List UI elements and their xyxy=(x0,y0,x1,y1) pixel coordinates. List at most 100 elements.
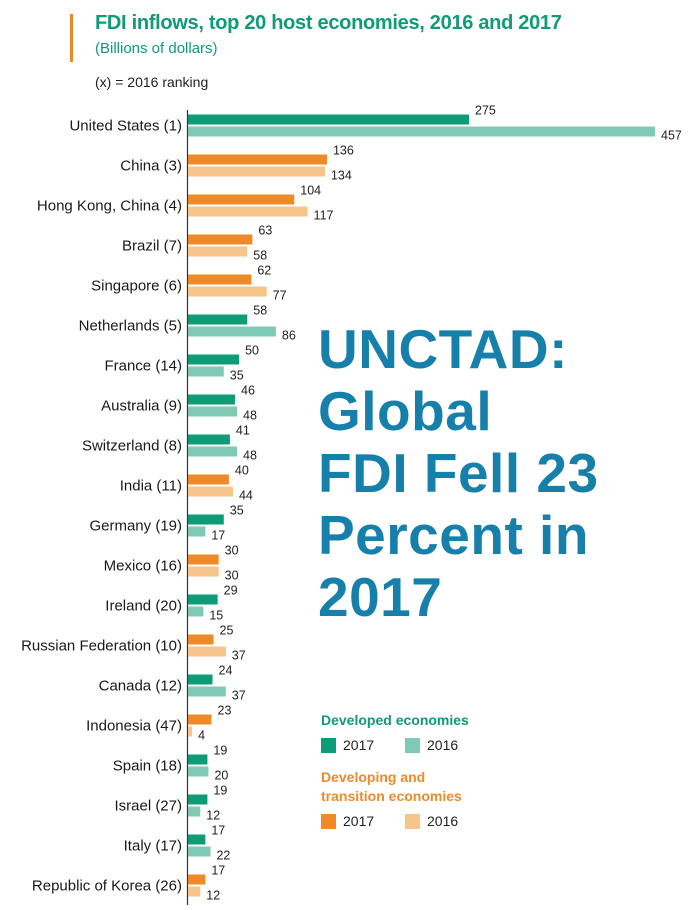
bar-value-label: 35 xyxy=(230,504,244,518)
bar-2016 xyxy=(188,366,224,377)
bar-value-label: 44 xyxy=(239,489,253,503)
bar-2017 xyxy=(188,754,208,765)
bar-value-label: 37 xyxy=(232,689,246,703)
category-label: Russian Federation (10) xyxy=(21,638,182,655)
bar-2017 xyxy=(188,194,295,205)
bar-2017 xyxy=(188,434,230,445)
legend-developed-2016: 2016 xyxy=(405,737,489,753)
legend-developing-2017: 2017 xyxy=(321,813,405,829)
bar-2016 xyxy=(188,206,308,217)
legend-developed: Developed economies 2017 2016 xyxy=(321,711,489,753)
chart-title: FDI inflows, top 20 host economies, 2016… xyxy=(95,12,562,34)
legend-swatch xyxy=(405,813,420,829)
bar-value-label: 62 xyxy=(257,264,271,278)
title-accent-bar xyxy=(70,14,73,62)
legend-label: 2016 xyxy=(427,813,459,829)
category-label: Netherlands (5) xyxy=(79,318,182,335)
bar-2017 xyxy=(188,114,470,125)
bar-2017 xyxy=(188,714,212,725)
category-label: Mexico (16) xyxy=(104,558,182,575)
category-label: Spain (18) xyxy=(113,758,182,775)
bar-value-label: 63 xyxy=(258,224,272,238)
bar-2016 xyxy=(188,766,209,777)
bar-2017 xyxy=(188,594,218,605)
bar-value-label: 457 xyxy=(661,129,682,143)
bar-value-label: 134 xyxy=(331,169,352,183)
bar-2016 xyxy=(188,686,226,697)
category-label: Italy (17) xyxy=(124,838,182,855)
bar-value-label: 40 xyxy=(235,464,249,478)
bar-value-label: 17 xyxy=(211,864,225,878)
legend-swatch xyxy=(321,813,336,829)
bar-2017 xyxy=(188,794,208,805)
bar-2016 xyxy=(188,326,276,337)
bar-2016 xyxy=(188,446,238,457)
bar-value-label: 48 xyxy=(243,449,257,463)
category-label: Singapore (6) xyxy=(91,278,182,295)
headline-text: UNCTAD: Global FDI Fell 23 Percent in 20… xyxy=(318,318,599,628)
bar-2017 xyxy=(188,234,253,245)
bar-value-label: 58 xyxy=(253,249,267,263)
bar-2017 xyxy=(188,314,248,325)
category-label: France (14) xyxy=(104,358,182,375)
chart-subtitle: (Billions of dollars) xyxy=(95,40,218,57)
bar-value-label: 37 xyxy=(232,649,246,663)
bar-2016 xyxy=(188,486,233,497)
category-label: Indonesia (47) xyxy=(86,718,182,735)
bar-value-label: 30 xyxy=(225,544,239,558)
bar-2017 xyxy=(188,394,236,405)
bar-2016 xyxy=(188,646,226,657)
bar-2017 xyxy=(188,874,206,885)
bar-2016 xyxy=(188,726,193,737)
bar-2016 xyxy=(188,166,325,177)
bar-value-label: 77 xyxy=(273,289,287,303)
bar-value-label: 30 xyxy=(225,569,239,583)
legend-developed-2017: 2017 xyxy=(321,737,405,753)
bar-2016 xyxy=(188,286,267,297)
legend-swatch xyxy=(321,737,336,753)
bar-value-label: 48 xyxy=(243,409,257,423)
legend-label: 2016 xyxy=(427,737,459,753)
bar-value-label: 86 xyxy=(282,329,296,343)
bar-value-label: 23 xyxy=(218,704,232,718)
category-label: Hong Kong, China (4) xyxy=(37,198,182,215)
bar-2017 xyxy=(188,154,327,165)
bar-2016 xyxy=(188,846,211,857)
bar-value-label: 12 xyxy=(206,889,220,903)
legend-developing: Developing and transition economies 2017… xyxy=(321,768,489,829)
bar-2016 xyxy=(188,566,219,577)
bar-value-label: 22 xyxy=(216,849,230,863)
bar-value-label: 17 xyxy=(211,824,225,838)
bar-value-label: 4 xyxy=(198,729,205,743)
bar-2017 xyxy=(188,834,206,845)
bar-value-label: 46 xyxy=(241,384,255,398)
category-label: India (11) xyxy=(120,478,182,495)
bar-2016 xyxy=(188,606,204,617)
bar-2016 xyxy=(188,246,248,257)
bar-value-label: 104 xyxy=(300,184,321,198)
bar-value-label: 15 xyxy=(209,609,223,623)
bar-value-label: 50 xyxy=(245,344,259,358)
bar-2017 xyxy=(188,634,214,645)
bar-2016 xyxy=(188,406,238,417)
bar-2017 xyxy=(188,674,213,685)
bar-value-label: 35 xyxy=(230,369,244,383)
bar-2016 xyxy=(188,526,206,537)
bar-value-label: 12 xyxy=(206,809,220,823)
category-label: United States (1) xyxy=(69,118,182,135)
legend-developed-title: Developed economies xyxy=(321,712,469,728)
bar-value-label: 25 xyxy=(220,624,234,638)
bar-value-label: 41 xyxy=(236,424,250,438)
bar-2017 xyxy=(188,514,224,525)
bar-2016 xyxy=(188,886,201,897)
bar-value-label: 58 xyxy=(253,304,267,318)
bar-value-label: 19 xyxy=(213,784,227,798)
bar-value-label: 17 xyxy=(211,529,225,543)
bar-2017 xyxy=(188,274,252,285)
category-label: Canada (12) xyxy=(99,678,182,695)
legend-developing-title: Developing and transition economies xyxy=(321,769,462,804)
bar-value-label: 29 xyxy=(224,584,238,598)
ranking-note: (x) = 2016 ranking xyxy=(95,74,209,90)
bar-value-label: 117 xyxy=(314,209,334,223)
